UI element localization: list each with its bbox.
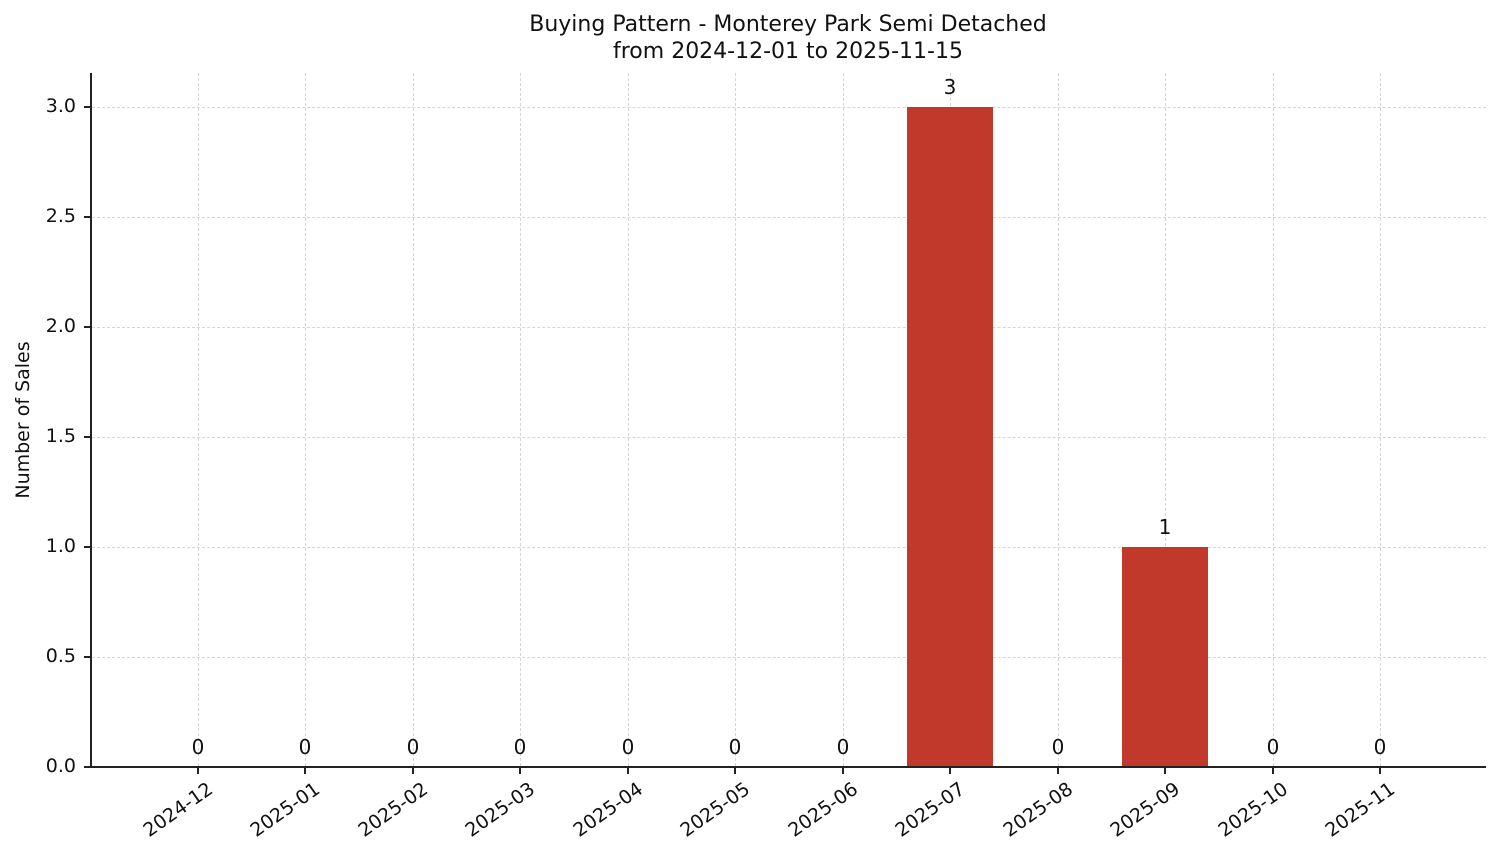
x-tick-mark: [1164, 768, 1166, 774]
v-grid-line: [520, 73, 521, 766]
y-tick-mark: [84, 106, 90, 108]
v-grid-line: [305, 73, 306, 766]
chart-title-line1: Buying Pattern - Monterey Park Semi Deta…: [529, 12, 1047, 37]
x-tick-label: 2025-10: [1213, 778, 1292, 842]
x-tick-label: 2025-07: [890, 778, 969, 842]
x-tick-mark: [734, 768, 736, 774]
bar-value-label: 0: [621, 735, 635, 759]
y-axis-label: Number of Sales: [12, 341, 34, 499]
y-tick-label: 0.5: [45, 645, 76, 667]
x-tick-mark: [197, 768, 199, 774]
h-grid-line: [92, 327, 1486, 328]
bar-value-label: 0: [1373, 735, 1387, 759]
h-grid-line: [92, 547, 1486, 548]
h-grid-line: [92, 107, 1486, 108]
v-grid-line: [735, 73, 736, 766]
x-tick-mark: [412, 768, 414, 774]
x-tick-label: 2025-08: [998, 778, 1077, 842]
v-grid-line: [1380, 73, 1381, 766]
y-tick-label: 3.0: [45, 95, 76, 117]
h-grid-line: [92, 657, 1486, 658]
x-tick-label: 2025-11: [1320, 778, 1399, 842]
x-tick-mark: [519, 768, 521, 774]
y-tick-mark: [84, 326, 90, 328]
bar-value-label: 0: [1266, 735, 1280, 759]
x-tick-mark: [949, 768, 951, 774]
x-tick-mark: [1272, 768, 1274, 774]
v-grid-line: [1058, 73, 1059, 766]
chart-title-line2: from 2024-12-01 to 2025-11-15: [613, 39, 963, 64]
h-grid-line: [92, 217, 1486, 218]
x-tick-label: 2024-12: [138, 778, 217, 842]
x-tick-label: 2025-06: [783, 778, 862, 842]
x-tick-label: 2025-03: [460, 778, 539, 842]
v-grid-line: [413, 73, 414, 766]
x-tick-label: 2025-05: [675, 778, 754, 842]
x-tick-mark: [842, 768, 844, 774]
x-tick-mark: [1057, 768, 1059, 774]
bar-value-label: 0: [298, 735, 312, 759]
bar-2025-09: [1122, 547, 1208, 767]
x-tick-label: 2025-02: [353, 778, 432, 842]
x-tick-mark: [1379, 768, 1381, 774]
y-tick-mark: [84, 216, 90, 218]
v-grid-line: [198, 73, 199, 766]
v-grid-line: [1165, 73, 1166, 766]
y-tick-mark: [84, 656, 90, 658]
y-tick-mark: [84, 436, 90, 438]
chart-title: Buying Pattern - Monterey Park Semi Deta…: [0, 11, 1501, 65]
bar-value-label: 0: [406, 735, 420, 759]
x-tick-mark: [304, 768, 306, 774]
bar-value-label: 1: [1158, 515, 1172, 539]
x-tick-label: 2025-04: [568, 778, 647, 842]
bar-value-label: 0: [1051, 735, 1065, 759]
y-tick-mark: [84, 766, 90, 768]
v-grid-line: [1273, 73, 1274, 766]
x-tick-label: 2025-01: [245, 778, 324, 842]
h-grid-line: [92, 437, 1486, 438]
y-tick-label: 0.0: [45, 755, 76, 777]
y-tick-label: 1.5: [45, 425, 76, 447]
x-axis-line: [90, 766, 1486, 768]
bar-2025-07: [907, 107, 993, 767]
x-tick-mark: [627, 768, 629, 774]
bar-value-label: 0: [728, 735, 742, 759]
y-tick-label: 2.0: [45, 315, 76, 337]
bar-value-label: 3: [943, 75, 957, 99]
v-grid-line: [843, 73, 844, 766]
bar-value-label: 0: [191, 735, 205, 759]
y-tick-label: 2.5: [45, 205, 76, 227]
y-tick-mark: [84, 546, 90, 548]
y-tick-label: 1.0: [45, 535, 76, 557]
x-tick-label: 2025-09: [1105, 778, 1184, 842]
bar-value-label: 0: [513, 735, 527, 759]
bar-value-label: 0: [836, 735, 850, 759]
y-axis-line: [90, 73, 92, 768]
v-grid-line: [628, 73, 629, 766]
